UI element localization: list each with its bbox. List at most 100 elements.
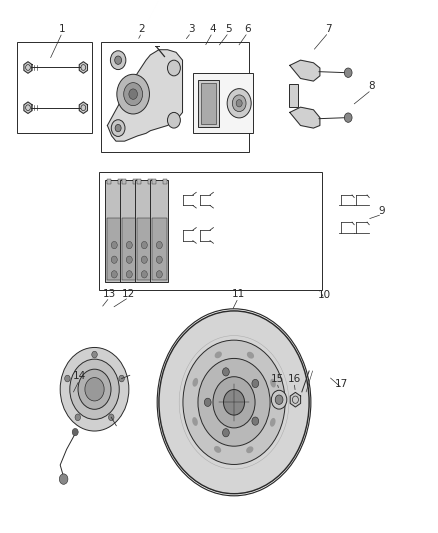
Text: 12: 12	[122, 289, 135, 298]
Circle shape	[126, 256, 132, 263]
Circle shape	[59, 474, 68, 484]
Circle shape	[126, 241, 132, 249]
Circle shape	[65, 375, 70, 382]
Text: 9: 9	[379, 206, 385, 216]
Circle shape	[252, 417, 259, 425]
Polygon shape	[79, 62, 88, 73]
Circle shape	[167, 60, 180, 76]
Bar	[133, 179, 137, 184]
Text: 3: 3	[188, 24, 194, 34]
Text: 1: 1	[59, 24, 66, 34]
Polygon shape	[107, 50, 183, 141]
Text: 10: 10	[318, 290, 331, 300]
Text: 7: 7	[325, 24, 332, 34]
Ellipse shape	[214, 446, 221, 453]
Circle shape	[129, 89, 138, 99]
Ellipse shape	[246, 446, 254, 453]
Circle shape	[156, 256, 162, 263]
Circle shape	[119, 375, 124, 382]
Bar	[101, 42, 249, 151]
Circle shape	[167, 112, 180, 128]
Circle shape	[252, 379, 259, 387]
Text: 17: 17	[335, 379, 348, 389]
Ellipse shape	[270, 379, 276, 387]
Bar	[137, 179, 141, 184]
Text: 8: 8	[368, 82, 374, 91]
Polygon shape	[290, 392, 300, 407]
Bar	[137, 219, 152, 279]
Circle shape	[223, 368, 229, 376]
Circle shape	[141, 241, 147, 249]
Bar	[201, 83, 215, 124]
Circle shape	[115, 124, 121, 132]
Bar	[118, 179, 122, 184]
Circle shape	[60, 348, 129, 431]
Bar	[148, 179, 152, 184]
Circle shape	[117, 74, 149, 114]
Text: 6: 6	[244, 24, 251, 34]
Circle shape	[156, 241, 162, 249]
Bar	[106, 179, 111, 184]
Circle shape	[227, 88, 251, 118]
Bar	[152, 219, 167, 279]
Circle shape	[111, 241, 117, 249]
Text: 2: 2	[138, 24, 145, 34]
Text: 13: 13	[103, 289, 116, 298]
Circle shape	[110, 51, 126, 70]
Circle shape	[198, 358, 270, 446]
Circle shape	[223, 429, 229, 437]
Circle shape	[141, 271, 147, 278]
Circle shape	[159, 311, 309, 494]
Circle shape	[70, 359, 119, 419]
Bar	[150, 180, 168, 282]
Bar	[135, 180, 153, 282]
Circle shape	[236, 100, 242, 107]
Bar	[289, 84, 297, 107]
Text: 4: 4	[209, 24, 216, 34]
Text: 16: 16	[287, 374, 301, 384]
Circle shape	[156, 271, 162, 278]
Circle shape	[213, 377, 255, 428]
Text: 15: 15	[270, 374, 283, 384]
Polygon shape	[290, 107, 320, 128]
Circle shape	[232, 95, 246, 111]
Circle shape	[344, 68, 352, 77]
Circle shape	[183, 340, 285, 464]
Bar	[122, 179, 126, 184]
Bar	[120, 180, 138, 282]
Circle shape	[223, 390, 244, 415]
Text: 5: 5	[226, 24, 232, 34]
Ellipse shape	[270, 418, 276, 427]
Circle shape	[205, 398, 211, 407]
Circle shape	[124, 83, 143, 106]
Circle shape	[126, 271, 132, 278]
Circle shape	[109, 414, 114, 421]
Bar	[99, 173, 322, 290]
Circle shape	[344, 113, 352, 123]
Bar	[152, 179, 156, 184]
Text: 11: 11	[232, 289, 245, 298]
Polygon shape	[24, 102, 32, 114]
Circle shape	[111, 256, 117, 263]
Ellipse shape	[192, 417, 198, 426]
Polygon shape	[24, 62, 32, 73]
Circle shape	[92, 351, 97, 358]
Circle shape	[275, 395, 283, 405]
Circle shape	[75, 414, 81, 421]
Bar	[198, 80, 219, 127]
Bar	[17, 42, 92, 133]
Ellipse shape	[247, 352, 254, 359]
Bar	[163, 179, 167, 184]
Polygon shape	[79, 102, 88, 114]
Ellipse shape	[215, 351, 222, 358]
Bar	[106, 219, 122, 279]
Bar	[122, 219, 137, 279]
Polygon shape	[290, 60, 320, 81]
Circle shape	[141, 256, 147, 263]
Circle shape	[115, 56, 122, 64]
Circle shape	[111, 271, 117, 278]
Bar	[105, 180, 123, 282]
Circle shape	[111, 120, 125, 136]
Text: 14: 14	[73, 371, 86, 381]
Circle shape	[85, 377, 104, 401]
